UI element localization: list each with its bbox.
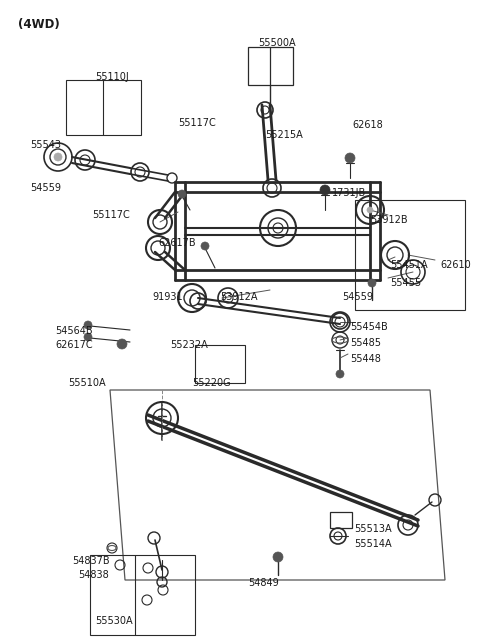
Text: 54849: 54849: [248, 578, 279, 588]
Text: 55117C: 55117C: [178, 118, 216, 128]
Text: 55513A: 55513A: [354, 524, 392, 534]
Bar: [90, 555, 195, 635]
Circle shape: [345, 153, 355, 163]
Text: 53912A: 53912A: [220, 292, 257, 302]
Text: 55543: 55543: [30, 140, 61, 150]
Text: 55455: 55455: [390, 278, 421, 288]
Text: 1731JB: 1731JB: [332, 188, 366, 198]
Text: 55117C: 55117C: [92, 210, 130, 220]
Bar: [248, 47, 293, 85]
Text: 55530A: 55530A: [95, 616, 132, 626]
Text: (4WD): (4WD): [18, 18, 60, 31]
Text: 55220G: 55220G: [192, 378, 230, 388]
Circle shape: [368, 279, 376, 287]
Text: 54559: 54559: [30, 183, 61, 193]
Bar: [355, 200, 465, 310]
Text: 54837B: 54837B: [72, 556, 109, 566]
Text: 54564B: 54564B: [55, 326, 93, 336]
Text: 53912B: 53912B: [370, 215, 408, 225]
Circle shape: [84, 333, 92, 341]
Text: 55448: 55448: [350, 354, 381, 364]
Bar: [66, 80, 141, 135]
Text: 55510A: 55510A: [68, 378, 106, 388]
Text: 55110J: 55110J: [95, 72, 129, 82]
Text: 62618: 62618: [352, 120, 383, 130]
Text: 62617B: 62617B: [158, 238, 196, 248]
Text: 91931: 91931: [152, 292, 182, 302]
Text: 55454B: 55454B: [350, 322, 388, 332]
Text: 62617C: 62617C: [55, 340, 93, 350]
Circle shape: [178, 190, 186, 198]
Text: 62610: 62610: [440, 260, 471, 270]
Circle shape: [320, 185, 330, 195]
Circle shape: [336, 370, 344, 378]
Text: 55514A: 55514A: [354, 539, 392, 549]
Text: 55451A: 55451A: [390, 260, 428, 270]
Text: 54559: 54559: [342, 292, 373, 302]
Circle shape: [117, 339, 127, 349]
Circle shape: [273, 552, 283, 562]
Circle shape: [367, 207, 373, 213]
Text: 55215A: 55215A: [265, 130, 303, 140]
Circle shape: [201, 242, 209, 250]
Bar: [330, 512, 352, 528]
Bar: [195, 345, 245, 383]
Circle shape: [84, 321, 92, 329]
Text: 55232A: 55232A: [170, 340, 208, 350]
Text: 54838: 54838: [78, 570, 109, 580]
Text: 55485: 55485: [350, 338, 381, 348]
Circle shape: [54, 153, 62, 161]
Text: 55500A: 55500A: [258, 38, 296, 48]
